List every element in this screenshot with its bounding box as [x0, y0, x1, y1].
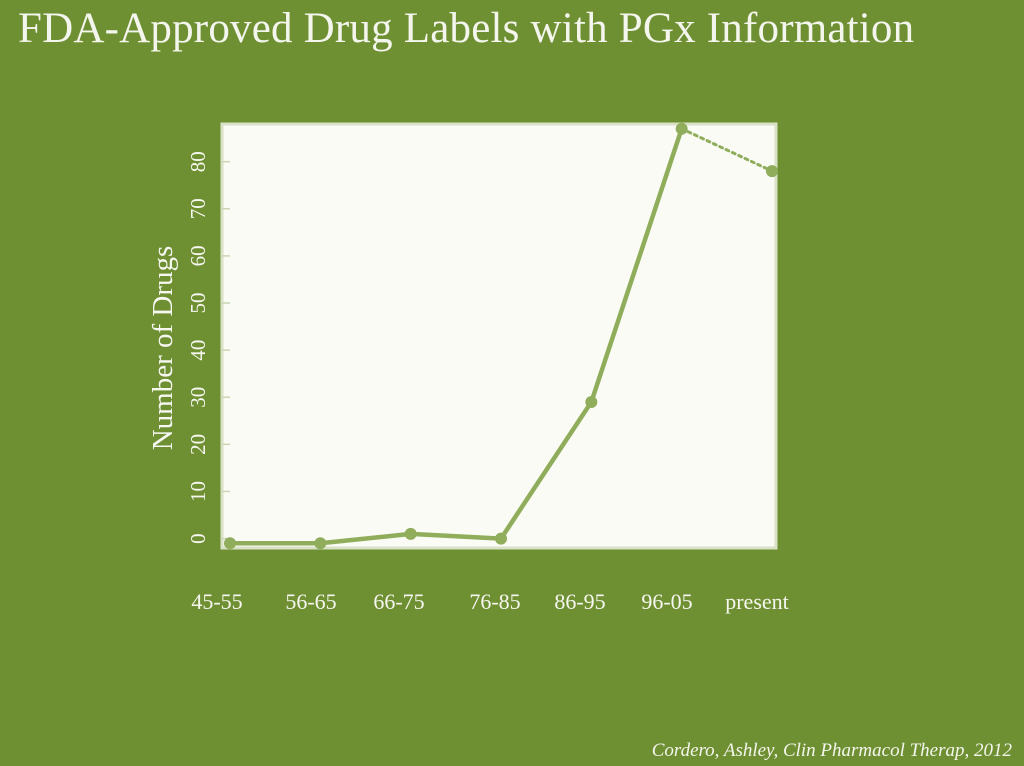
data-point	[404, 527, 417, 540]
x-tick-label: 96-05	[641, 589, 692, 614]
y-tick-label: 30	[186, 387, 210, 408]
y-tick-label: 20	[186, 434, 210, 455]
x-axis-ticks: 45-55 56-65 66-75 76-85 86-95 96-05 present	[191, 589, 788, 614]
y-tick-label: 80	[186, 151, 210, 172]
y-tick-label: 60	[186, 245, 210, 266]
x-tick-label: 66-75	[373, 589, 424, 614]
y-axis-label: Number of Drugs	[147, 246, 179, 451]
x-tick-label: 76-85	[469, 589, 520, 614]
series-segment	[498, 399, 594, 541]
x-tick-label: present	[725, 589, 789, 614]
data-point	[585, 395, 598, 408]
x-tick-label: 56-65	[285, 589, 336, 614]
series-points	[224, 122, 778, 550]
data-point	[675, 122, 688, 135]
series-segment	[589, 126, 684, 405]
y-tick-label: 50	[186, 293, 210, 314]
series-segment	[318, 531, 413, 546]
data-point	[314, 537, 327, 550]
plot-area	[220, 122, 778, 550]
data-point	[495, 532, 507, 545]
x-tick-label: 86-95	[554, 589, 605, 614]
data-point	[766, 165, 778, 178]
y-axis-ticks: 0 10 20 30 40 50 60 70 80	[186, 151, 230, 544]
y-tick-label: 40	[186, 340, 210, 361]
data-point	[224, 537, 236, 550]
y-tick-label: 10	[186, 481, 210, 502]
series-segment	[408, 531, 504, 541]
chart-title: FDA-Approved Drug Labels with PGx Inform…	[18, 5, 915, 52]
series-line	[227, 126, 774, 546]
y-tick-label: 0	[186, 533, 210, 544]
x-tick-label: 45-55	[191, 589, 242, 614]
y-tick-label: 70	[186, 198, 210, 219]
citation: Cordero, Ashley, Clin Pharmacol Therap, …	[651, 740, 1012, 761]
series-segment-dotted	[680, 127, 774, 173]
